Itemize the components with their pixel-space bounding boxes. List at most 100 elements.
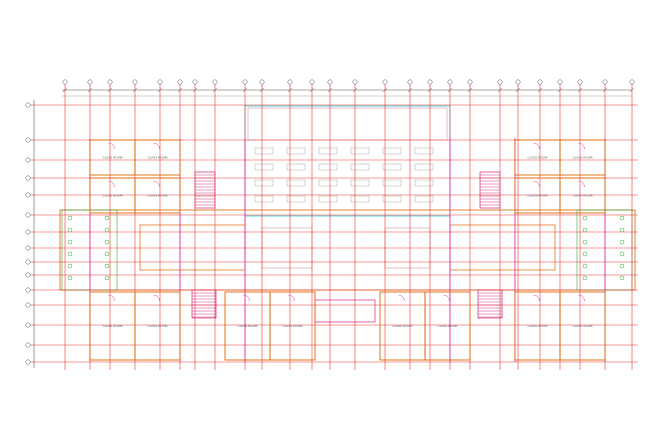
- room: [134, 139, 181, 176]
- dimension-tick: [467, 87, 473, 93]
- table: [318, 163, 338, 171]
- fixture: [104, 227, 110, 233]
- grid-bubble: [602, 79, 608, 85]
- fixture: [104, 251, 110, 257]
- room: [134, 177, 181, 214]
- grid-bubble: [629, 79, 635, 85]
- table: [382, 195, 402, 203]
- room: [559, 139, 606, 176]
- grid-bubble: [407, 79, 413, 85]
- dimension-tick: [327, 87, 333, 93]
- fixture: [67, 215, 73, 221]
- door-swing: [288, 294, 295, 302]
- table: [318, 147, 338, 155]
- grid-bubble: [557, 79, 563, 85]
- grid-bubble: [25, 229, 31, 235]
- table: [350, 147, 370, 155]
- grid-bubble: [259, 79, 265, 85]
- table: [414, 163, 434, 171]
- grid-bubble: [25, 342, 31, 348]
- grid-bubble: [497, 79, 503, 85]
- fixture: [582, 227, 588, 233]
- room-label: CLASS ROOM: [102, 194, 122, 198]
- grid-bubble: [427, 79, 433, 85]
- table: [254, 179, 274, 187]
- door-swing: [578, 180, 585, 188]
- grid-bubble: [25, 287, 31, 293]
- table: [350, 163, 370, 171]
- grid-bubble: [25, 259, 31, 265]
- fixture: [619, 215, 625, 221]
- grid-bubble: [309, 79, 315, 85]
- room-label: CLASS ROOM: [147, 156, 167, 160]
- room: [559, 177, 606, 214]
- grid-bubble: [25, 137, 31, 143]
- dimension-tick: [242, 87, 248, 93]
- table: [414, 179, 434, 187]
- door-swing: [443, 294, 450, 302]
- table: [350, 179, 370, 187]
- grid-bubble: [25, 245, 31, 251]
- fixture: [619, 227, 625, 233]
- room-label: CLASS ROOM: [437, 324, 457, 328]
- grid-bubble: [25, 212, 31, 218]
- fixture: [582, 215, 588, 221]
- grid-bubble: [287, 79, 293, 85]
- grid-bubble: [537, 79, 543, 85]
- door-swing: [578, 294, 585, 302]
- dimension-tick: [497, 87, 503, 93]
- grid-bubble: [157, 79, 163, 85]
- dimension-tick: [515, 87, 521, 93]
- grid-bubble: [107, 79, 113, 85]
- dimension-tick: [62, 87, 68, 93]
- table: [414, 147, 434, 155]
- dimension-tick: [382, 87, 388, 93]
- door-swing: [108, 142, 115, 150]
- door-swing: [153, 294, 160, 302]
- table: [286, 163, 306, 171]
- door-swing: [533, 180, 540, 188]
- dimension-tick: [557, 87, 563, 93]
- grid-bubble: [467, 79, 473, 85]
- grid-bubble: [327, 79, 333, 85]
- grid-bubble: [25, 102, 31, 108]
- dimension-tick: [407, 87, 413, 93]
- table: [382, 163, 402, 171]
- door-swing: [533, 142, 540, 150]
- dimension-tick: [309, 87, 315, 93]
- fixture: [619, 251, 625, 257]
- fixture: [67, 227, 73, 233]
- grid-bubble: [177, 79, 183, 85]
- door-swing: [108, 294, 115, 302]
- fixture: [104, 239, 110, 245]
- door-swing: [398, 294, 405, 302]
- door-swing: [153, 142, 160, 150]
- table: [350, 195, 370, 203]
- room: [559, 291, 606, 361]
- dimension-tick: [537, 87, 543, 93]
- fixture: [104, 275, 110, 281]
- fixture: [104, 215, 110, 221]
- grid-bubble: [25, 359, 31, 365]
- fixture: [619, 275, 625, 281]
- room-label: CLASS ROOM: [572, 194, 592, 198]
- dimension-tick: [577, 87, 583, 93]
- grid-bubble: [87, 79, 93, 85]
- dimension-tick: [447, 87, 453, 93]
- table: [414, 195, 434, 203]
- table: [286, 195, 306, 203]
- fixture: [619, 263, 625, 269]
- fixture: [67, 251, 73, 257]
- dimension-tick: [177, 87, 183, 93]
- room: [424, 291, 471, 361]
- grid-bubble: [352, 79, 358, 85]
- table: [382, 147, 402, 155]
- dimension-tick: [629, 87, 635, 93]
- fixture: [582, 275, 588, 281]
- room-label: CLASS ROOM: [527, 324, 547, 328]
- dimension-tick: [287, 87, 293, 93]
- table: [254, 163, 274, 171]
- fixture: [104, 263, 110, 269]
- dimension-tick: [352, 87, 358, 93]
